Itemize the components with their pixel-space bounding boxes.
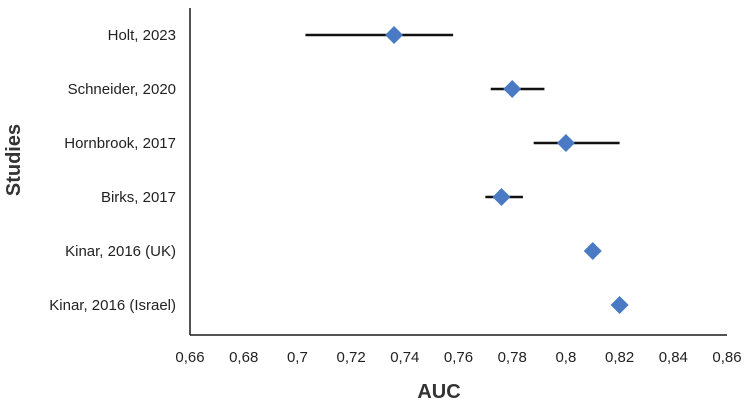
x-tick-label: 0,78 (498, 349, 527, 366)
x-tick-label: 0,82 (605, 349, 634, 366)
x-tick-label: 0,76 (444, 349, 473, 366)
auc-marker (492, 188, 511, 206)
study-label: Holt, 2023 (108, 27, 176, 44)
x-tick-label: 0,72 (336, 349, 365, 366)
ci-lines (305, 33, 620, 199)
study-label: Hornbrook, 2017 (64, 135, 176, 152)
study-label: Kinar, 2016 (Israel) (49, 297, 176, 314)
study-labels: Holt, 2023 Schneider, 2020 Hornbrook, 2017… (49, 27, 176, 314)
auc-marker (610, 296, 629, 314)
y-axis-title: Studies (3, 124, 25, 196)
x-tick-label: 0,7 (287, 349, 308, 366)
study-label: Kinar, 2016 (UK) (65, 243, 176, 260)
x-tick-label: 0,86 (712, 349, 741, 366)
auc-marker (583, 242, 602, 260)
x-axis-title: AUC (417, 381, 460, 403)
x-tick-label: 0,68 (229, 349, 258, 366)
axes (189, 8, 727, 336)
x-tick-label: 0,74 (390, 349, 419, 366)
study-label: Birks, 2017 (101, 189, 176, 206)
markers (385, 26, 629, 314)
auc-marker (503, 80, 522, 98)
auc-marker (556, 134, 575, 152)
x-tick-labels: 0,66 0,68 0,7 0,72 0,74 0,76 0,78 0,8 0,82 0,84 0,… (175, 349, 741, 366)
auc-marker (385, 26, 404, 44)
study-label: Schneider, 2020 (68, 81, 176, 98)
x-tick-label: 0,84 (659, 349, 688, 366)
x-tick-label: 0,66 (175, 349, 204, 366)
x-tick-label: 0,8 (555, 349, 576, 366)
